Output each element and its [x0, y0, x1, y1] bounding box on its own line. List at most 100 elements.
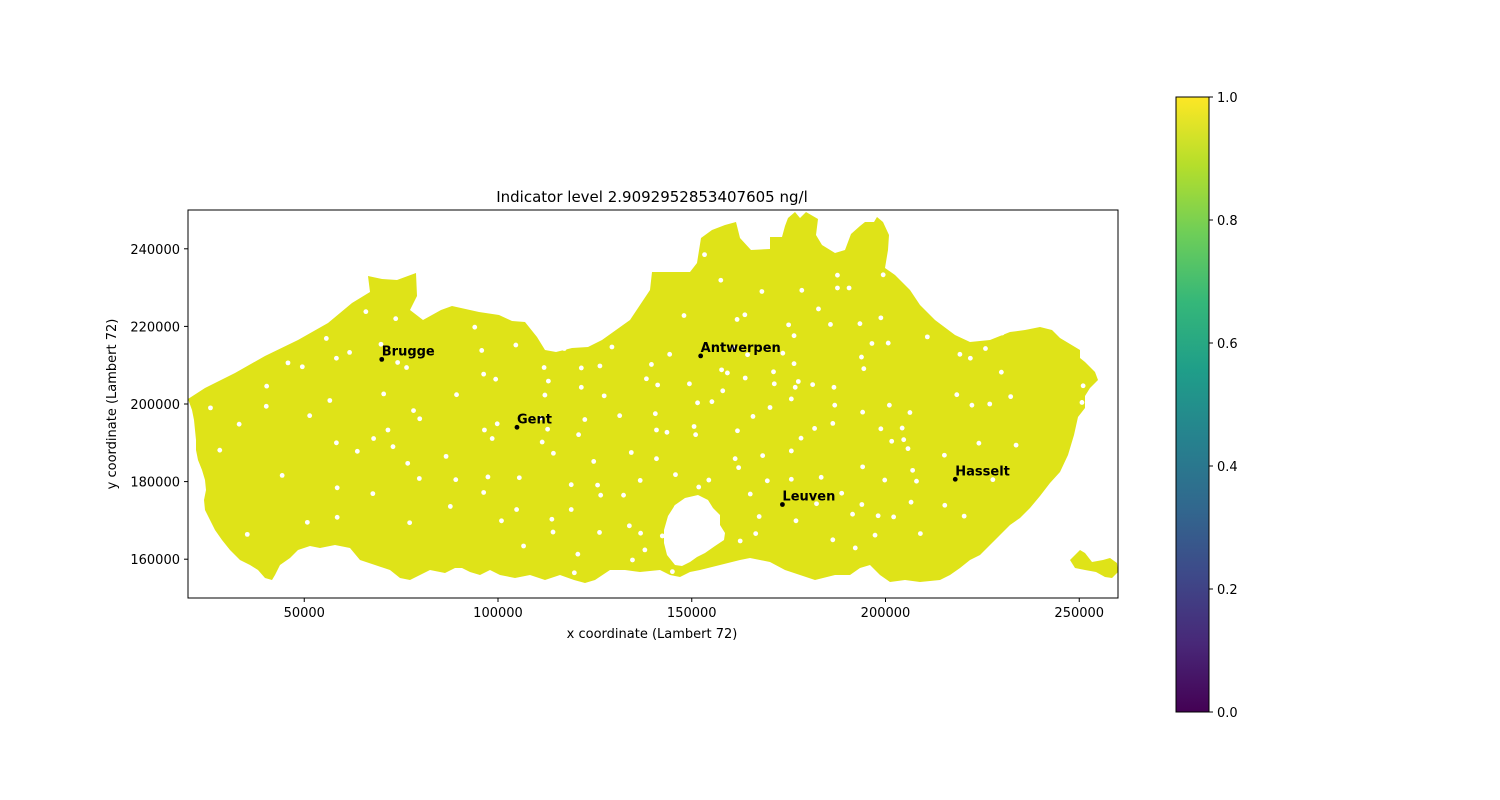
sample-point [482, 427, 487, 433]
sample-point [719, 367, 724, 373]
sample-point [417, 416, 423, 422]
sample-point [642, 547, 648, 553]
sample-point [882, 477, 888, 483]
sample-point [537, 415, 543, 421]
sample-point [983, 346, 988, 351]
sample-point [578, 365, 584, 371]
sample-point [637, 478, 643, 483]
sample-point [479, 348, 485, 353]
sample-point [571, 570, 577, 576]
sample-point [551, 450, 556, 456]
sample-point [404, 365, 409, 370]
sample-point [731, 345, 736, 351]
sample-point [891, 514, 897, 520]
sample-point [695, 400, 700, 406]
colorbar-gradient [1175, 96, 1210, 713]
sample-point [878, 315, 884, 321]
sample-point [735, 428, 740, 434]
sample-point [999, 330, 1005, 336]
sample-point [541, 365, 547, 370]
sample-point [814, 501, 819, 507]
sample-point [263, 403, 269, 409]
sample-point [542, 392, 548, 398]
sample-point [771, 381, 777, 387]
sample-points [208, 252, 1086, 576]
sample-point [638, 530, 643, 536]
sample-point [889, 438, 895, 444]
sample-point [493, 376, 499, 382]
flanders-enclave [1070, 550, 1118, 578]
sample-point [609, 344, 615, 350]
sample-point [734, 317, 740, 322]
sample-point [899, 425, 905, 431]
sample-point [860, 464, 866, 470]
colorbar-tick-label: 0.0 [1217, 706, 1238, 721]
sample-point [667, 351, 673, 357]
sample-point [788, 448, 794, 454]
sample-point [957, 351, 963, 357]
sample-point [208, 405, 213, 411]
x-tick-label: 250000 [1054, 606, 1104, 621]
sample-point [481, 490, 487, 495]
sample-point [628, 450, 634, 455]
city-label: Antwerpen [701, 341, 781, 356]
sample-point [1079, 400, 1085, 405]
sample-point [545, 426, 550, 432]
sample-point [514, 507, 519, 512]
sample-point [687, 381, 692, 387]
sample-point [737, 538, 743, 544]
sample-point [405, 460, 411, 466]
sample-point [416, 476, 422, 481]
sample-point [753, 531, 759, 536]
x-axis-label: x coordinate (Lambert 72) [567, 627, 738, 642]
sample-point [1080, 383, 1086, 389]
sample-point [917, 531, 923, 536]
sample-point [869, 341, 875, 346]
flanders-region [188, 212, 1098, 583]
sample-point [236, 421, 242, 427]
sample-point [617, 413, 623, 419]
sample-point [756, 514, 762, 519]
sample-point [835, 285, 840, 291]
sample-point [860, 409, 866, 415]
sample-point [539, 439, 545, 445]
sample-point [521, 543, 526, 549]
sample-point [621, 492, 626, 498]
sample-point [568, 482, 574, 488]
sample-point [407, 520, 413, 526]
sample-point [681, 313, 687, 318]
sample-point [693, 432, 699, 438]
sample-point [385, 427, 391, 433]
sample-point [370, 491, 376, 497]
sample-point [908, 499, 914, 505]
sample-point [859, 502, 865, 507]
sample-point [750, 414, 756, 419]
sample-point [830, 537, 836, 543]
sample-point [597, 363, 603, 369]
sample-point [846, 285, 852, 291]
sample-point [561, 346, 567, 351]
sample-point [771, 369, 776, 375]
city-label: Leuven [782, 489, 835, 504]
sample-point [354, 448, 360, 454]
sample-point [942, 452, 947, 458]
sample-point [691, 424, 697, 429]
colorbar-tick-label: 0.6 [1217, 337, 1238, 352]
sample-point [901, 437, 907, 443]
sample-point [576, 432, 581, 438]
colorbar-tick-label: 1.0 [1217, 91, 1238, 106]
city-markers: Brugge Gent Antwerpen Leuven Hasselt [379, 341, 1010, 507]
sample-point [793, 518, 799, 524]
x-tick-label: 200000 [861, 606, 911, 621]
sample-point [489, 436, 495, 441]
sample-point [831, 384, 837, 390]
sample-point [816, 306, 821, 312]
sample-point [954, 392, 960, 398]
sample-point [264, 383, 270, 389]
sample-point [597, 530, 602, 535]
sample-point [878, 426, 884, 432]
colorbar-tick-label: 0.4 [1217, 460, 1238, 475]
sample-point [244, 531, 250, 537]
sample-point [299, 364, 305, 370]
